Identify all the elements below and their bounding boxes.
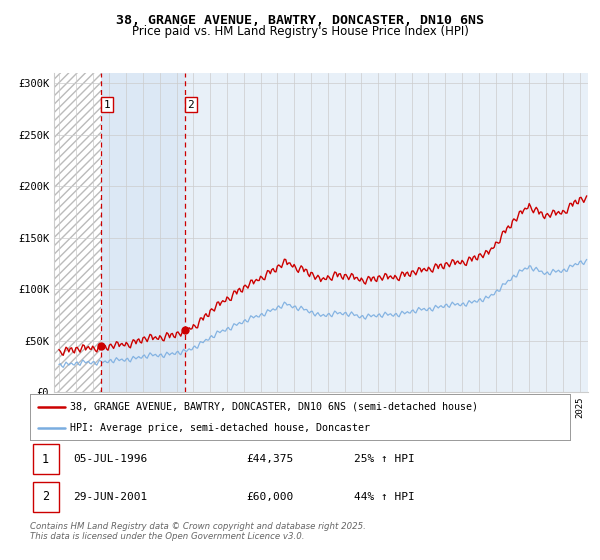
Bar [101, 73, 185, 392]
Bar [33, 444, 59, 474]
Text: £44,375: £44,375 [246, 454, 293, 464]
Text: 05-JUL-1996: 05-JUL-1996 [73, 454, 148, 464]
Bar [54, 73, 101, 392]
Text: 38, GRANGE AVENUE, BAWTRY, DONCASTER, DN10 6NS (semi-detached house): 38, GRANGE AVENUE, BAWTRY, DONCASTER, DN… [71, 402, 479, 412]
Text: 1: 1 [42, 452, 49, 465]
Text: 1: 1 [104, 100, 110, 110]
Text: HPI: Average price, semi-detached house, Doncaster: HPI: Average price, semi-detached house,… [71, 423, 371, 433]
Text: 38, GRANGE AVENUE, BAWTRY, DONCASTER, DN10 6NS: 38, GRANGE AVENUE, BAWTRY, DONCASTER, DN… [116, 14, 484, 27]
Text: 44% ↑ HPI: 44% ↑ HPI [354, 492, 415, 502]
Text: 2: 2 [42, 491, 49, 503]
Text: 2: 2 [187, 100, 194, 110]
Bar [33, 482, 59, 512]
Text: 25% ↑ HPI: 25% ↑ HPI [354, 454, 415, 464]
Text: Price paid vs. HM Land Registry's House Price Index (HPI): Price paid vs. HM Land Registry's House … [131, 25, 469, 38]
Text: 29-JUN-2001: 29-JUN-2001 [73, 492, 148, 502]
Text: Contains HM Land Registry data © Crown copyright and database right 2025.
This d: Contains HM Land Registry data © Crown c… [30, 522, 366, 542]
Text: £60,000: £60,000 [246, 492, 293, 502]
